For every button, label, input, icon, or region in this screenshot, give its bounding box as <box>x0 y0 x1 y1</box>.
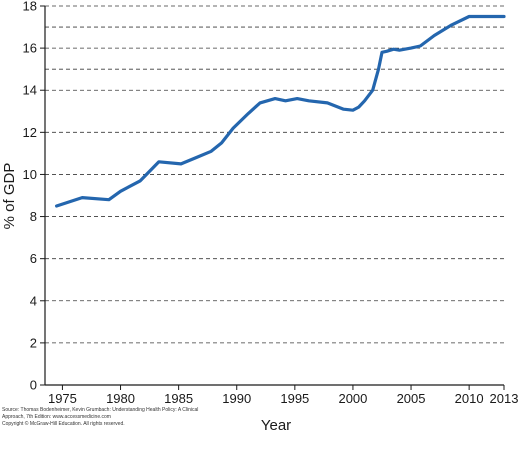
y-tick-label: 6 <box>30 251 37 266</box>
x-tick-label: 1980 <box>106 391 135 406</box>
series-layer <box>54 14 506 208</box>
y-tick-label: 14 <box>23 83 37 98</box>
y-tick-label: 0 <box>30 378 37 393</box>
y-tick-label: 10 <box>23 167 37 182</box>
y-tick-label: 8 <box>30 209 37 224</box>
x-tick-label: 1990 <box>222 391 251 406</box>
x-axis-title: Year <box>261 417 291 434</box>
source-line-3: Copyright © McGraw-Hill Education. All r… <box>2 421 125 427</box>
y-tick-label: 16 <box>23 41 37 56</box>
y-axis-title: % of GDP <box>1 163 18 230</box>
series-line <box>54 14 506 208</box>
x-tick-label: 1975 <box>48 391 77 406</box>
source-line-2: Approach, 7th Edition: www.accessmedicin… <box>2 414 111 420</box>
source-credit: Source: Thomas Bodenheimer, Kevin Grumba… <box>2 407 302 428</box>
x-tick-label: 1995 <box>280 391 309 406</box>
x-tick-label: 2013 <box>490 391 519 406</box>
y-tick-labels: 0 2 4 6 8 10 12 14 16 18 <box>23 0 37 393</box>
y-tick-label: 12 <box>23 125 37 140</box>
x-tick-label: 2005 <box>397 391 426 406</box>
gridlines <box>45 5 504 344</box>
source-line-1: Source: Thomas Bodenheimer, Kevin Grumba… <box>2 407 199 413</box>
x-tick-label: 1985 <box>164 391 193 406</box>
x-tick-label: 2000 <box>338 391 367 406</box>
y-tick-label: 4 <box>30 293 37 308</box>
x-tick-label: 2010 <box>455 391 484 406</box>
x-tick-labels: 1975 1980 1985 1990 1995 2000 2005 2010 2013 <box>48 391 518 406</box>
y-tick-label: 2 <box>30 335 37 350</box>
axes <box>40 5 505 390</box>
y-tick-label: 18 <box>23 0 37 14</box>
